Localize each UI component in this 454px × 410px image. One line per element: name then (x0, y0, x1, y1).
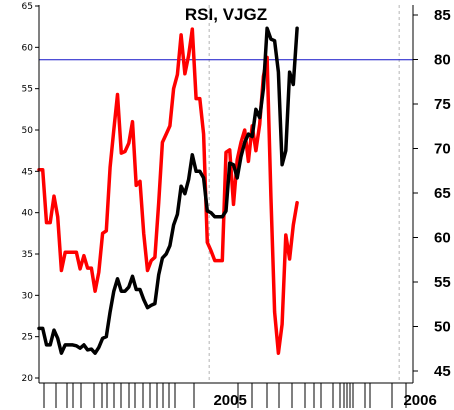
right-tick-label: 80 (434, 52, 451, 69)
x-tick-label: 2006 (403, 392, 436, 409)
series-line-black (37, 26, 299, 355)
right-tick-label: 70 (434, 141, 451, 158)
right-tick-label: 45 (434, 363, 451, 380)
chart-title: RSI, VJGZ (185, 5, 267, 24)
right-tick-label: 85 (434, 7, 451, 24)
right-tick-label: 65 (434, 185, 451, 202)
left-tick-label: 45 (22, 167, 33, 177)
series-line-red (37, 27, 299, 355)
left-tick-label: 20 (22, 374, 34, 384)
left-tick-label: 50 (22, 126, 34, 136)
left-tick-label: 60 (22, 43, 34, 53)
right-tick-label: 55 (434, 274, 451, 291)
right-tick-label: 75 (434, 96, 451, 113)
left-tick-label: 65 (22, 2, 33, 12)
left-tick-label: 30 (22, 291, 34, 301)
left-tick-label: 40 (22, 209, 34, 219)
left-tick-label: 55 (22, 85, 33, 95)
right-tick-label: 50 (434, 319, 451, 336)
left-tick-label: 35 (22, 250, 33, 260)
right-tick-label: 60 (434, 230, 451, 247)
x-tick-label: 2005 (213, 392, 246, 409)
left-tick-label: 25 (22, 333, 33, 343)
